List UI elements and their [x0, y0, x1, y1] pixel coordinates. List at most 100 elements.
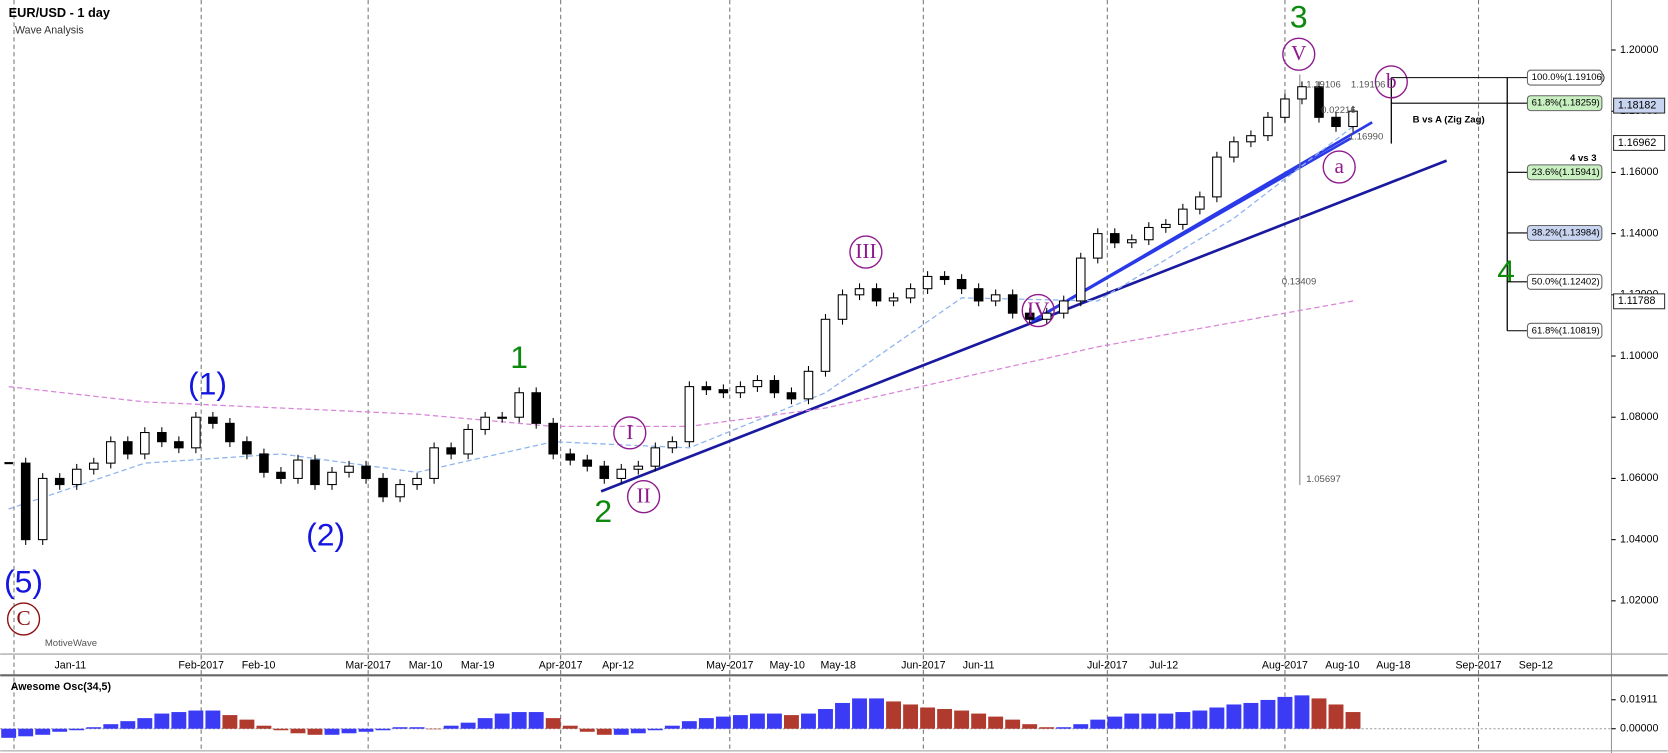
- osc-bar: [971, 713, 987, 729]
- candle: [888, 297, 899, 302]
- note: 1.16990: [1349, 132, 1384, 143]
- osc-bar: [596, 728, 612, 735]
- wave-label: b: [1386, 69, 1397, 93]
- wave-label: V: [1291, 41, 1307, 65]
- x-tick-label: May-2017: [706, 660, 753, 672]
- candle: [1144, 226, 1154, 241]
- note: 0.13409: [1282, 276, 1317, 287]
- osc-bar: [1311, 698, 1327, 729]
- osc-bar: [307, 728, 323, 735]
- wave-circle: [1374, 65, 1408, 99]
- osc-bar: [477, 718, 493, 729]
- note: 1.05697: [1306, 474, 1341, 485]
- wave-label: (2): [306, 517, 345, 553]
- fib-box: [1526, 273, 1603, 290]
- y-tick-label: 1.08000: [1620, 411, 1658, 423]
- candle: [786, 392, 797, 400]
- osc-bar: [443, 725, 459, 729]
- wave-circle: [1021, 293, 1055, 328]
- candle: [54, 477, 65, 486]
- candle: [327, 471, 337, 486]
- candle: [344, 465, 354, 473]
- candle: [701, 386, 712, 391]
- osc-bar: [852, 698, 867, 729]
- y-tick-label: 1.04000: [1620, 533, 1658, 545]
- osc-bar: [1, 728, 17, 738]
- osc-bar: [528, 712, 544, 729]
- candle: [1161, 223, 1171, 229]
- period-lines: [13, 0, 1480, 751]
- osc-bar: [1141, 713, 1157, 729]
- osc-bar: [1328, 704, 1344, 729]
- wave-circle: [1322, 150, 1356, 184]
- candle: [378, 477, 388, 498]
- candle: [718, 389, 729, 394]
- candle: [1178, 208, 1188, 225]
- wave-circle: [6, 602, 41, 636]
- candle: [803, 370, 814, 400]
- wave-circle: [626, 480, 661, 514]
- osc-bar: [647, 728, 663, 731]
- osc-bar: [749, 713, 765, 729]
- wave-label: 2: [594, 493, 612, 529]
- wave-label: (1): [188, 365, 227, 401]
- candle: [463, 428, 473, 455]
- osc-bar: [886, 701, 902, 729]
- fib-box: [1526, 69, 1603, 86]
- osc-bar: [1192, 710, 1208, 729]
- price-tag: [1613, 134, 1666, 151]
- candle: [684, 386, 695, 443]
- osc-bar: [664, 725, 680, 729]
- wave-label: 3: [1290, 0, 1308, 35]
- candle: [939, 275, 950, 281]
- osc-bar: [835, 702, 850, 729]
- wave-label: IV: [1027, 297, 1050, 321]
- fib-label: 23.6%(1.15941): [1532, 167, 1600, 178]
- osc-bar: [426, 728, 442, 730]
- x-tick-label: Apr-12: [602, 660, 634, 672]
- candle: [71, 468, 82, 486]
- candle: [361, 465, 371, 479]
- y-tick-label: 1.02000: [1620, 595, 1658, 607]
- wave-label: II: [637, 484, 651, 508]
- candle: [599, 465, 610, 479]
- fib-box: [1526, 224, 1603, 241]
- candle: [1058, 300, 1069, 314]
- candle: [1348, 110, 1358, 128]
- y-tick-label: 0.00000: [1620, 723, 1658, 735]
- osc-bar: [545, 718, 561, 729]
- x-tick-label: Feb-2017: [178, 660, 224, 672]
- candle: [854, 288, 865, 296]
- candle: [1331, 116, 1341, 128]
- candle: [480, 416, 490, 430]
- osc-bar: [715, 716, 731, 729]
- fib-label: 38.2%(1.13984): [1532, 227, 1600, 238]
- osc-bar: [52, 728, 68, 732]
- osc-bar: [1175, 712, 1191, 729]
- candle: [105, 441, 116, 464]
- x-tick-label: Aug-2017: [1262, 660, 1308, 672]
- candle: [990, 294, 1001, 302]
- candle: [1212, 156, 1222, 198]
- chart-subtitle: Wave Analysis: [15, 25, 84, 37]
- candle: [88, 462, 99, 470]
- candle: [922, 275, 933, 290]
- candle: [973, 288, 984, 302]
- candle: [395, 484, 405, 498]
- osc-bar: [460, 722, 476, 729]
- osc-bar: [562, 725, 578, 729]
- candle: [1109, 233, 1120, 244]
- price-tag: [1613, 97, 1666, 114]
- osc-bar: [1277, 696, 1293, 729]
- candle: [157, 431, 167, 443]
- osc-bar: [579, 728, 595, 732]
- fib-label: 61.8%(1.10819): [1532, 325, 1600, 336]
- osc-bar: [903, 704, 919, 729]
- x-tick-label: Sep-2017: [1455, 660, 1501, 672]
- x-tick-label: Sep-12: [1519, 660, 1553, 672]
- candle: [769, 379, 780, 394]
- osc-bar: [103, 724, 119, 729]
